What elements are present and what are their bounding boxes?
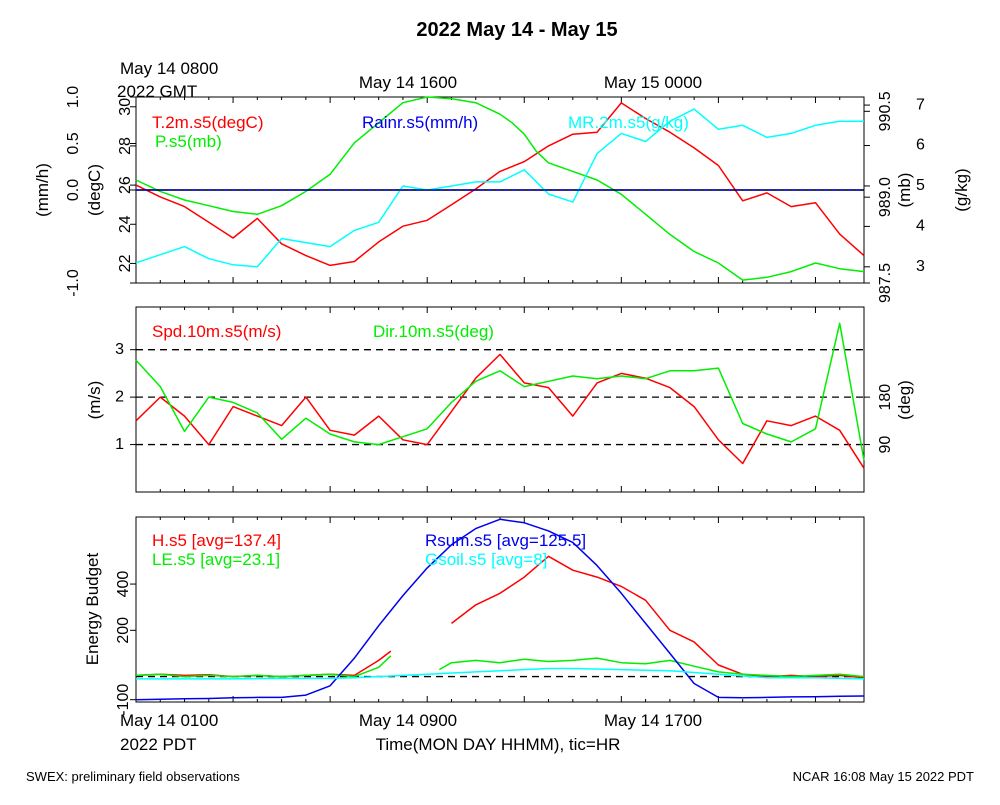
top-series-line-3 xyxy=(135,108,864,268)
top-right_outer-tick-label: 7 xyxy=(916,96,925,113)
top-series-label-1: P.s5(mb) xyxy=(155,132,222,151)
top-axis-first-line2: 2022 GMT xyxy=(117,82,197,101)
bottom-axis-first-line2: 2022 PDT xyxy=(120,735,197,754)
footer-left: SWEX: preliminary field observations xyxy=(26,769,240,784)
bottom-main-axis-title: Energy Budget xyxy=(83,552,102,665)
top-axis-label-1: May 14 1600 xyxy=(359,73,457,92)
middle-right-axis-title: (deg) xyxy=(895,380,914,420)
bottom-series-label-2: Rsum.s5 [avg=125.5] xyxy=(425,531,586,550)
top-series-line-1 xyxy=(135,96,865,281)
bottom-series-label-3: Gsoil.s5 [avg=8] xyxy=(425,550,547,569)
top-series-label-3: MR.2m.s5(g/kg) xyxy=(568,113,689,132)
bottom-axis-label-1: May 14 0900 xyxy=(359,711,457,730)
footer-right: NCAR 16:08 May 15 2022 PDT xyxy=(793,769,974,784)
bottom-series-label-0: H.s5 [avg=137.4] xyxy=(152,531,281,550)
middle-left-tick-label: 1 xyxy=(115,436,124,453)
middle-right-tick-label: 180 xyxy=(877,384,894,411)
top-axis-first-line1: May 14 0800 xyxy=(120,59,218,78)
top-left_outer-tick-label: -1.0 xyxy=(65,269,82,297)
top-right_inner-tick-label: 987.5 xyxy=(877,263,894,303)
x-axis-title: Time(MON DAY HHMM), tic=HR xyxy=(376,735,621,754)
top-left_inner-tick-label: 24 xyxy=(117,215,134,233)
top-right_outer-tick-label: 6 xyxy=(916,137,925,154)
top-right_outer-tick-label: 3 xyxy=(916,258,925,275)
top-axis-label-2: May 15 0000 xyxy=(604,73,702,92)
bottom-series-line-0 xyxy=(135,555,865,679)
top-left_inner-tick-label: 22 xyxy=(117,254,134,272)
bottom-series-line-1 xyxy=(135,655,865,678)
top-right_outer-tick-label: 5 xyxy=(916,177,925,194)
middle-series-label-0: Spd.10m.s5(m/s) xyxy=(152,322,281,341)
middle-series-line-0 xyxy=(135,353,865,469)
chart-title: 2022 May 14 - May 15 xyxy=(416,19,617,41)
top-left_inner-axis-title: (degC) xyxy=(85,164,104,216)
top-left_outer-tick-label: 0.5 xyxy=(65,132,82,154)
top-right_inner-axis-title: (mb) xyxy=(895,173,914,208)
bottom-axis-label-2: May 14 1700 xyxy=(604,711,702,730)
top-right_inner-tick-label: 989.0 xyxy=(877,177,894,217)
top-left_outer-tick-label: 1.0 xyxy=(65,86,82,108)
middle-left-tick-label: 3 xyxy=(115,341,124,358)
top-series-line-0 xyxy=(135,102,865,267)
bottom-series-line-2 xyxy=(135,518,865,701)
top-right_outer-tick-label: 4 xyxy=(916,218,925,235)
bottom-main-tick-label: -100 xyxy=(115,684,132,716)
top-left_outer-axis-title: (mm/h) xyxy=(33,163,52,217)
middle-right-tick-label: 90 xyxy=(877,436,894,454)
bottom-main-tick-label: 400 xyxy=(115,571,132,598)
top-right_inner-tick-label: 990.5 xyxy=(877,91,894,131)
top-series-label-0: T.2m.s5(degC) xyxy=(152,113,263,132)
top-left_outer-tick-label: 0.0 xyxy=(65,179,82,201)
middle-series-label-1: Dir.10m.s5(deg) xyxy=(373,322,494,341)
bottom-series-label-1: LE.s5 [avg=23.1] xyxy=(152,550,280,569)
top-left_inner-tick-label: 26 xyxy=(117,176,134,194)
bottom-series-line-3 xyxy=(136,667,865,680)
bottom-main-tick-label: 200 xyxy=(115,617,132,644)
top-series-label-2: Rainr.s5(mm/h) xyxy=(362,113,478,132)
middle-left-axis-title: (m/s) xyxy=(85,381,104,420)
middle-left-tick-label: 2 xyxy=(115,388,124,405)
middle-series-line-1 xyxy=(135,322,865,461)
top-right_outer-axis-title: (g/kg) xyxy=(952,168,971,211)
top-left_inner-tick-label: 28 xyxy=(117,137,134,155)
bottom-axis-first-line1: May 14 0100 xyxy=(120,711,218,730)
top-left_inner-tick-label: 30 xyxy=(117,98,134,116)
